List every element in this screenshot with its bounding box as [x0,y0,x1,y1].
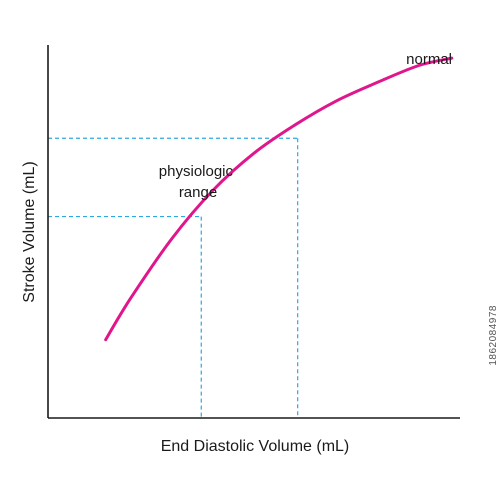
reference-lines [48,137,299,418]
watermark-id: 1862084978 [488,305,499,366]
series-label-normal: normal [406,51,452,68]
annotation-physiologic-range: physiologic range [159,163,237,201]
series-line-normal [104,56,454,342]
annotation-line-1: physiologic [159,163,234,180]
x-axis-label: End Diastolic Volume (mL) [161,438,350,455]
annotation-line-2: range [179,184,217,201]
y-axis-label: Stroke Volume (mL) [21,161,38,302]
